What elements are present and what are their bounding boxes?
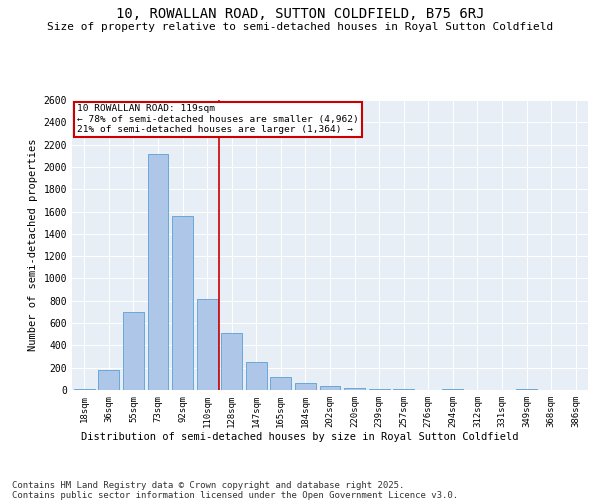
Bar xyxy=(197,298,218,390)
Bar xyxy=(98,370,119,390)
Bar xyxy=(344,388,365,390)
Bar xyxy=(123,312,144,390)
Text: Contains HM Land Registry data © Crown copyright and database right 2025.
Contai: Contains HM Land Registry data © Crown c… xyxy=(12,480,458,500)
Bar xyxy=(295,383,316,390)
Bar xyxy=(271,376,292,390)
Bar xyxy=(172,216,193,390)
Text: Size of property relative to semi-detached houses in Royal Sutton Coldfield: Size of property relative to semi-detach… xyxy=(47,22,553,32)
Bar xyxy=(221,333,242,390)
Bar xyxy=(74,389,95,390)
Bar xyxy=(246,362,267,390)
Text: Distribution of semi-detached houses by size in Royal Sutton Coldfield: Distribution of semi-detached houses by … xyxy=(81,432,519,442)
Bar xyxy=(148,154,169,390)
Text: 10 ROWALLAN ROAD: 119sqm
← 78% of semi-detached houses are smaller (4,962)
21% o: 10 ROWALLAN ROAD: 119sqm ← 78% of semi-d… xyxy=(77,104,359,134)
Bar xyxy=(442,389,463,390)
Y-axis label: Number of semi-detached properties: Number of semi-detached properties xyxy=(28,138,38,352)
Text: 10, ROWALLAN ROAD, SUTTON COLDFIELD, B75 6RJ: 10, ROWALLAN ROAD, SUTTON COLDFIELD, B75… xyxy=(116,8,484,22)
Bar xyxy=(320,386,340,390)
